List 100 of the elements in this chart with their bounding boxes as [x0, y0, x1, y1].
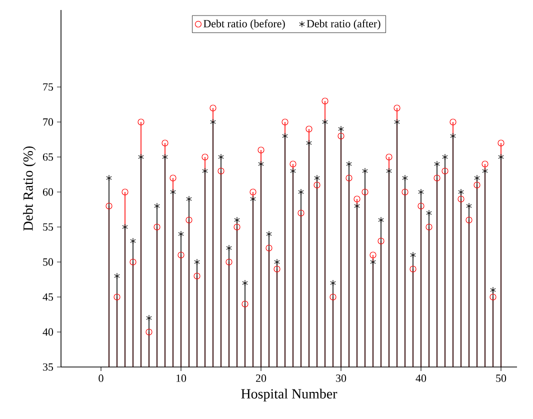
point [338, 132, 344, 140]
y-tick-label: 50 [43, 258, 54, 266]
point [298, 210, 304, 216]
point [282, 118, 288, 126]
point [122, 188, 128, 196]
point [218, 154, 224, 160]
point [498, 154, 504, 160]
point [426, 210, 432, 216]
x-tick-label: 50 [496, 374, 506, 382]
point [402, 188, 408, 196]
point [162, 140, 168, 146]
point [490, 294, 496, 300]
point [138, 154, 144, 160]
y-tick-label: 75 [43, 83, 54, 91]
point [466, 216, 472, 224]
point [130, 258, 136, 266]
point [290, 160, 296, 168]
point [170, 174, 176, 182]
point [354, 196, 360, 202]
point [194, 272, 200, 280]
point [130, 238, 136, 244]
point [498, 140, 504, 146]
point [250, 188, 256, 196]
legend-label: Debt ratio (after) [306, 20, 380, 30]
point [186, 216, 192, 224]
point [434, 174, 440, 182]
point [394, 118, 400, 126]
point [258, 160, 264, 168]
point [242, 280, 248, 286]
point [474, 174, 480, 182]
point [250, 196, 256, 202]
point [482, 160, 488, 168]
point [314, 182, 320, 188]
point [434, 160, 440, 168]
point [122, 224, 128, 230]
point [386, 154, 392, 160]
y-tick-label: 70 [43, 118, 54, 126]
x-tick-label: 10 [176, 374, 186, 382]
point [370, 252, 376, 258]
point [346, 174, 352, 182]
point [266, 230, 272, 238]
point [162, 154, 168, 160]
point [362, 168, 368, 174]
point [450, 132, 456, 140]
point [458, 196, 464, 202]
y-tick-label: 40 [42, 328, 54, 336]
point [146, 328, 152, 336]
point [386, 168, 392, 174]
point [258, 146, 264, 154]
point [378, 238, 384, 244]
y-tick-label: 65 [42, 153, 54, 161]
point [146, 314, 152, 322]
point [290, 168, 296, 174]
point [410, 266, 416, 272]
point [378, 216, 384, 224]
y-axis-title: Debt Ratio (%) [23, 146, 36, 231]
point [194, 258, 200, 266]
point [274, 258, 280, 266]
point [218, 168, 224, 174]
point [106, 174, 112, 182]
point [186, 196, 192, 202]
point [490, 286, 496, 294]
legend-label: Debt ratio (before) [204, 20, 285, 30]
point [226, 244, 232, 252]
point [298, 188, 304, 196]
point [266, 244, 272, 252]
x-tick-label: 0 [98, 374, 104, 382]
point [234, 224, 240, 230]
point [114, 294, 120, 300]
point [442, 154, 448, 160]
point [442, 168, 448, 174]
x-axis-title: Hospital Number [241, 388, 338, 402]
x-tick-label: 30 [336, 374, 346, 382]
x-tick-label: 20 [256, 374, 266, 382]
point [330, 294, 336, 300]
point [274, 266, 280, 272]
point [322, 118, 328, 126]
y-tick-label: 35 [43, 363, 54, 371]
point [114, 272, 120, 280]
point [306, 140, 312, 146]
point [210, 104, 216, 112]
y-tick-label: 55 [43, 223, 54, 231]
point [282, 132, 288, 140]
point [210, 118, 216, 126]
point [450, 118, 456, 126]
point [314, 174, 320, 182]
point [306, 126, 312, 132]
point [202, 168, 208, 174]
point [138, 118, 144, 126]
point [322, 98, 328, 104]
point [410, 252, 416, 258]
point [178, 230, 184, 238]
point [106, 202, 112, 210]
point [202, 154, 208, 160]
point [346, 160, 352, 168]
point [178, 252, 184, 258]
y-tick-label: 45 [42, 293, 54, 301]
point [482, 168, 488, 174]
point [154, 224, 160, 230]
point [338, 126, 344, 132]
